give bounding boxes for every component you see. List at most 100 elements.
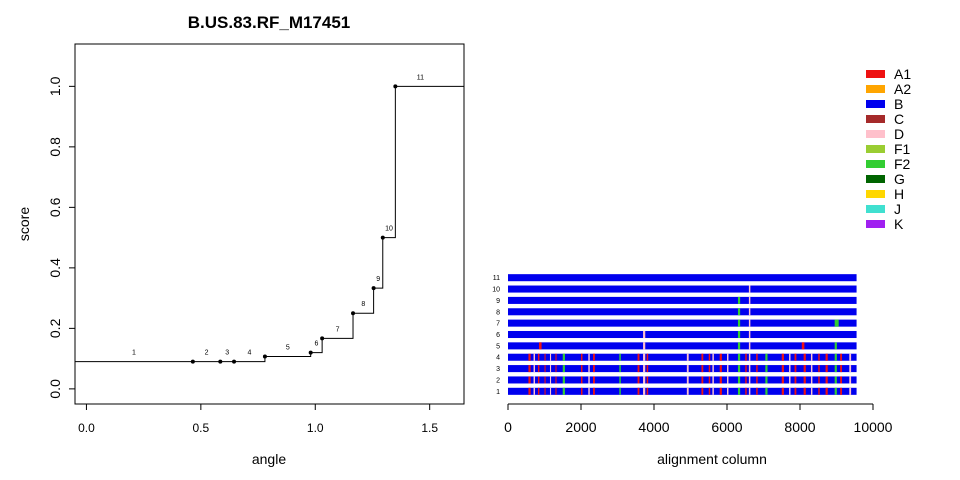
sequence-label: 1 bbox=[496, 389, 500, 396]
sequence-segment bbox=[549, 365, 552, 373]
sequence-segment bbox=[537, 387, 540, 395]
sequence-segment bbox=[789, 376, 791, 384]
sequence-segment bbox=[737, 330, 741, 339]
alignment-x-axis: 0 2000 4000 6000 8000 10000 bbox=[504, 403, 893, 435]
sequence-segment bbox=[643, 342, 646, 350]
x-tick-label: 2000 bbox=[565, 419, 596, 435]
sequence-segment bbox=[737, 365, 741, 373]
sequence-segment bbox=[818, 387, 820, 395]
alignment-x-axis-label: alignment column bbox=[657, 451, 767, 467]
x-tick-label: 6000 bbox=[711, 419, 742, 435]
sequence-segment bbox=[803, 365, 806, 373]
point-label: 10 bbox=[385, 226, 393, 233]
sequence-segment bbox=[737, 353, 741, 361]
score-point bbox=[190, 359, 195, 364]
point-label: 6 bbox=[314, 341, 318, 348]
sequence-segment bbox=[745, 365, 747, 373]
sequence-segment bbox=[737, 376, 741, 384]
sequence-segment bbox=[619, 376, 621, 384]
point-label: 11 bbox=[417, 74, 424, 81]
sequence-segment bbox=[748, 319, 751, 327]
score-point bbox=[308, 350, 313, 355]
sequence-segment bbox=[646, 365, 649, 373]
point-label: 2 bbox=[205, 350, 209, 357]
sequence-segment bbox=[562, 353, 565, 361]
sequence-segment bbox=[686, 365, 689, 373]
sequence-segment bbox=[834, 365, 837, 373]
sequence-segment bbox=[810, 353, 813, 361]
sequence-segment bbox=[765, 365, 768, 373]
sequence-segment bbox=[544, 387, 546, 395]
sequence-segment bbox=[562, 387, 565, 395]
sequence-segment bbox=[549, 353, 552, 361]
sequence-segment bbox=[537, 376, 540, 384]
legend-swatch bbox=[866, 175, 885, 183]
sequence-segment bbox=[643, 365, 646, 373]
score-point bbox=[320, 336, 325, 341]
sequence-segment bbox=[581, 365, 583, 373]
sequence-segment bbox=[803, 353, 806, 361]
sequence-segment bbox=[528, 353, 531, 361]
legend-swatch bbox=[866, 190, 885, 198]
sequence-segment bbox=[539, 342, 542, 350]
y-tick-label: 0.0 bbox=[47, 379, 63, 399]
y-tick-label: 0.8 bbox=[47, 137, 63, 157]
sequence-row: 8 bbox=[496, 308, 857, 316]
sequence-segment bbox=[765, 387, 768, 395]
point-label: 8 bbox=[361, 301, 365, 308]
sequence-segment bbox=[745, 353, 747, 361]
sequence-segment bbox=[748, 387, 751, 395]
sequence-segment bbox=[588, 376, 590, 384]
sequence-segment bbox=[834, 353, 837, 361]
sequence-segment bbox=[737, 387, 741, 395]
sequence-row: 10 bbox=[492, 285, 857, 294]
sequence-label: 11 bbox=[493, 275, 500, 282]
sequence-segment bbox=[810, 387, 813, 395]
sequence-segment bbox=[588, 365, 590, 373]
sequence-segment bbox=[555, 376, 557, 384]
sequence-segment bbox=[686, 376, 689, 384]
legend-label: D bbox=[894, 126, 904, 142]
sequence-segment bbox=[701, 387, 704, 395]
sequence-segment bbox=[549, 376, 552, 384]
sequence-segment bbox=[686, 387, 689, 395]
sequence-segment bbox=[803, 387, 806, 395]
legend-label: C bbox=[894, 111, 904, 127]
sequence-segment bbox=[818, 365, 820, 373]
x-axis: 0.0 0.5 1.0 1.5 bbox=[78, 403, 438, 435]
sequence-segment bbox=[537, 353, 540, 361]
sequence-label: 4 bbox=[496, 355, 500, 362]
sequence-segment bbox=[712, 365, 714, 373]
sequence-segment bbox=[803, 376, 806, 384]
sequence-bar bbox=[508, 274, 857, 282]
x-tick-label: 0.5 bbox=[193, 421, 210, 435]
sequence-segment bbox=[533, 376, 536, 384]
sequence-segment bbox=[745, 376, 747, 384]
sequence-segment bbox=[834, 319, 839, 327]
sequence-segment bbox=[781, 353, 784, 361]
sequence-bar bbox=[508, 319, 857, 327]
legend-swatch bbox=[866, 115, 885, 123]
y-axis: 0.0 0.2 0.4 0.6 0.8 1.0 bbox=[47, 76, 76, 399]
x-tick-label: 4000 bbox=[638, 419, 669, 435]
sequence-segment bbox=[646, 353, 649, 361]
score-point bbox=[380, 235, 385, 240]
sequence-segment bbox=[637, 387, 640, 395]
sequence-segment bbox=[825, 353, 828, 361]
sequence-bar bbox=[508, 285, 857, 293]
sequence-segment bbox=[748, 365, 751, 373]
x-axis-label: angle bbox=[252, 451, 286, 467]
x-tick-label: 1.0 bbox=[307, 421, 324, 435]
sequence-segment bbox=[825, 376, 828, 384]
sequence-segment bbox=[646, 387, 649, 395]
sequence-segment bbox=[544, 353, 546, 361]
sequence-segment bbox=[748, 353, 751, 361]
sequence-segment bbox=[562, 376, 565, 384]
sequence-bar bbox=[508, 387, 857, 395]
sequence-segment bbox=[619, 353, 621, 361]
sequence-segment bbox=[544, 365, 546, 373]
sequence-segment bbox=[781, 365, 784, 373]
score-step-line bbox=[75, 85, 464, 363]
sequence-segment bbox=[849, 376, 852, 384]
